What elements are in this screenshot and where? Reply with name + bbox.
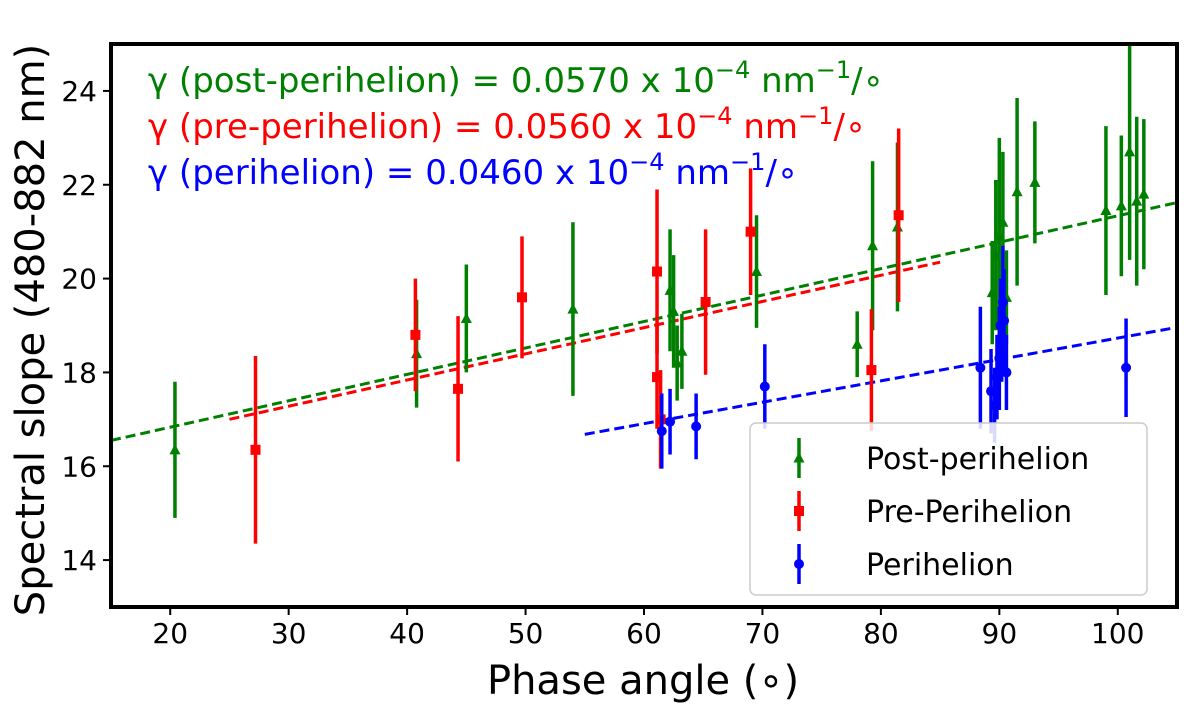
fit-annotation: γ (perihelion) = 0.0460 x 10−4 nm−1/∘ [148,148,798,193]
y-tick-label: 24 [61,75,97,108]
legend-box [749,422,1148,596]
x-tick-label: 80 [863,617,899,650]
x-tick-label: 30 [271,617,307,650]
y-tick-label: 16 [61,450,97,483]
perihelion-point [1121,362,1132,373]
post-perihelion-point [671,357,683,368]
perihelion-point [759,381,770,392]
post-perihelion-point [1115,199,1127,211]
annotation-superscript: −4 [715,56,750,84]
x-tick-label: 100 [1091,617,1144,650]
perihelion-point [656,426,667,437]
annotation-superscript: −1 [730,148,765,176]
data-group [111,44,1177,544]
post-perihelion-point [1131,195,1143,206]
pre-perihelion-point [866,365,877,376]
pre-perihelion-point [250,444,261,455]
pre-perihelion-point [745,226,756,237]
post-perihelion-point [751,265,763,277]
annotation-text: /∘ [851,61,884,101]
post-perihelion-point [1124,145,1136,157]
x-tick-label: 60 [626,617,662,650]
annotation-text: γ (post-perihelion) = 0.0570 x 10 [148,61,715,101]
annotation-superscript: −1 [798,102,833,130]
y-axis-label: Spectral slope (480-882 nm) [8,44,54,616]
pre-perihelion-fit-line [229,260,941,421]
perihelion-point [665,416,676,427]
legend-post-perihelion-marker [793,452,805,463]
x-tick-label: 90 [982,617,1018,650]
x-axis-label: Phase angle (∘) [487,658,799,704]
pre-perihelion-point [893,210,904,221]
post-perihelion-point [1029,176,1041,187]
y-tick-label: 20 [61,263,97,296]
pre-perihelion-point [410,329,421,340]
post-perihelion-point [1011,185,1023,197]
y-tick-label: 14 [61,544,97,577]
post-perihelion-point [1100,204,1112,216]
annotation-text: /∘ [833,107,866,147]
post-perihelion-point [567,303,579,314]
x-tick-label: 70 [745,617,781,650]
annotation-text: γ (pre-perihelion) = 0.0560 x 10 [148,107,697,147]
pre-perihelion-point [652,266,663,277]
post-perihelion-fit-line [111,201,1177,442]
perihelion-point [1001,367,1012,378]
annotation-superscript: −1 [816,56,851,84]
annotation-superscript: −4 [629,148,664,176]
legend-post-perihelion-label: Post-perihelion [866,442,1089,477]
pre-perihelion-point [517,292,528,303]
annotation-text: nm [665,153,730,193]
annotation-layer: γ (post-perihelion) = 0.0570 x 10−4 nm−1… [148,56,884,193]
fit-annotation: γ (pre-perihelion) = 0.0560 x 10−4 nm−1/… [148,102,866,147]
post-perihelion-point [851,338,863,349]
annotation-text: nm [750,61,815,101]
legend: Post-perihelion Pre-Perihelion Perihelion [749,422,1148,596]
post-perihelion-point [676,345,688,356]
annotation-text: γ (perihelion) = 0.0460 x 10 [148,153,629,193]
plot-layer [109,42,1179,609]
post-perihelion-point [867,239,879,251]
annotation-text: /∘ [765,153,798,193]
annotation-text: nm [733,107,798,147]
post-perihelion-point [460,312,472,323]
post-perihelion-point [997,216,1009,227]
ticks-layer: 20 30 40 50 60 70 80 90 100 14 16 18 20 22 24 [61,75,1144,650]
y-tick-label: 18 [61,356,97,389]
x-tick-label: 40 [389,617,425,650]
x-tick-label: 50 [508,617,544,650]
pre-perihelion-point [453,383,464,394]
perihelion-point [999,315,1010,326]
legend-pre-perihelion-marker [794,506,804,516]
post-perihelion-point [169,443,181,455]
y-tick-label: 22 [61,169,97,202]
legend-pre-perihelion-label: Pre-Perihelion [866,495,1072,530]
annotation-superscript: −4 [697,102,732,130]
pre-perihelion-point [652,372,663,383]
perihelion-point [975,362,986,373]
perihelion-fit-line [584,325,1177,436]
x-tick-label: 20 [152,617,188,650]
post-perihelion-point [1138,188,1150,199]
legend-perihelion-marker [794,559,804,569]
perihelion-point [691,421,702,432]
fit-annotation: γ (post-perihelion) = 0.0570 x 10−4 nm−1… [148,56,884,101]
post-perihelion-point [668,305,680,316]
pre-perihelion-point [700,297,711,308]
legend-perihelion-label: Perihelion [866,548,1014,583]
